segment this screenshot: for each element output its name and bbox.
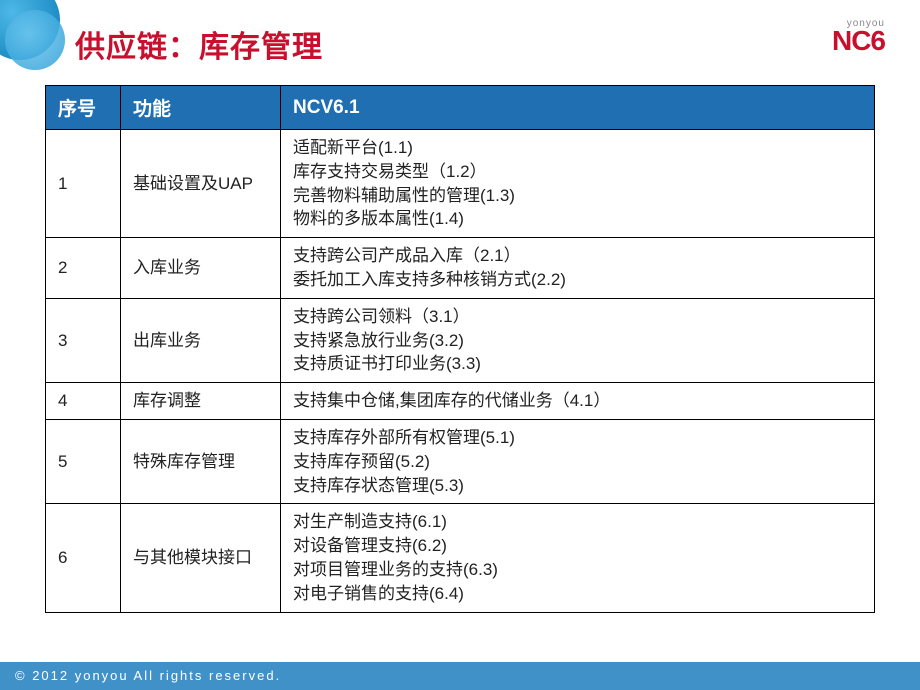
cell-detail: 支持跨公司领料（3.1）支持紧急放行业务(3.2)支持质证书打印业务(3.3) xyxy=(281,298,875,382)
table-row: 5特殊库存管理支持库存外部所有权管理(5.1)支持库存预留(5.2)支持库存状态… xyxy=(46,419,875,503)
cell-seq: 1 xyxy=(46,130,121,238)
cell-func: 库存调整 xyxy=(121,383,281,420)
cell-seq: 6 xyxy=(46,504,121,612)
cell-detail: 支持跨公司产成品入库（2.1）委托加工入库支持多种核销方式(2.2) xyxy=(281,238,875,299)
table-row: 3出库业务支持跨公司领料（3.1）支持紧急放行业务(3.2)支持质证书打印业务(… xyxy=(46,298,875,382)
col-func: 功能 xyxy=(121,86,281,130)
cell-detail: 适配新平台(1.1)库存支持交易类型（1.2）完善物料辅助属性的管理(1.3)物… xyxy=(281,130,875,238)
table-row: 1基础设置及UAP适配新平台(1.1)库存支持交易类型（1.2）完善物料辅助属性… xyxy=(46,130,875,238)
cell-func: 与其他模块接口 xyxy=(121,504,281,612)
feature-table: 序号 功能 NCV6.1 1基础设置及UAP适配新平台(1.1)库存支持交易类型… xyxy=(45,85,875,613)
table-header-row: 序号 功能 NCV6.1 xyxy=(46,86,875,130)
col-detail: NCV6.1 xyxy=(281,86,875,130)
table-row: 4库存调整支持集中仓储,集团库存的代储业务（4.1） xyxy=(46,383,875,420)
corner-decoration-icon xyxy=(0,0,70,70)
col-seq: 序号 xyxy=(46,86,121,130)
footer-copyright: © 2012 yonyou All rights reserved. xyxy=(0,662,920,690)
cell-seq: 2 xyxy=(46,238,121,299)
cell-seq: 4 xyxy=(46,383,121,420)
cell-seq: 5 xyxy=(46,419,121,503)
cell-func: 特殊库存管理 xyxy=(121,419,281,503)
logo-main-text: NC6 xyxy=(832,27,885,55)
cell-func: 出库业务 xyxy=(121,298,281,382)
cell-detail: 对生产制造支持(6.1)对设备管理支持(6.2)对项目管理业务的支持(6.3)对… xyxy=(281,504,875,612)
cell-detail: 支持集中仓储,集团库存的代储业务（4.1） xyxy=(281,383,875,420)
slide-title: 供应链：库存管理 xyxy=(75,22,323,66)
brand-logo: yonyou NC6 xyxy=(832,18,885,55)
table-body: 1基础设置及UAP适配新平台(1.1)库存支持交易类型（1.2）完善物料辅助属性… xyxy=(46,130,875,613)
cell-func: 基础设置及UAP xyxy=(121,130,281,238)
cell-func: 入库业务 xyxy=(121,238,281,299)
cell-detail: 支持库存外部所有权管理(5.1)支持库存预留(5.2)支持库存状态管理(5.3) xyxy=(281,419,875,503)
table-row: 2入库业务支持跨公司产成品入库（2.1）委托加工入库支持多种核销方式(2.2) xyxy=(46,238,875,299)
cell-seq: 3 xyxy=(46,298,121,382)
table-row: 6与其他模块接口对生产制造支持(6.1)对设备管理支持(6.2)对项目管理业务的… xyxy=(46,504,875,612)
